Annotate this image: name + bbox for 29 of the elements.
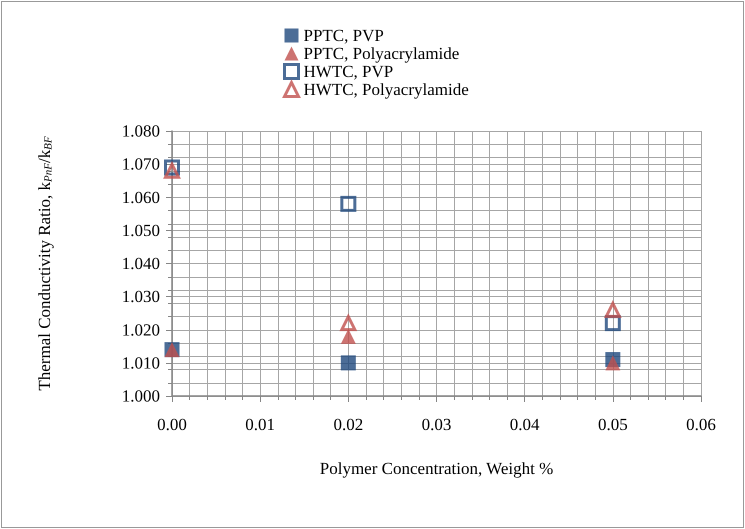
point bbox=[340, 315, 356, 332]
point bbox=[605, 355, 620, 370]
x-tick-label: 0.04 bbox=[510, 415, 540, 434]
y-tick-label: 1.010 bbox=[122, 353, 160, 372]
y-tick-label: 1.080 bbox=[122, 122, 160, 140]
y-tick-label: 1.000 bbox=[122, 386, 160, 406]
x-tick-label: 0.05 bbox=[598, 415, 628, 434]
point bbox=[340, 355, 356, 370]
x-tick-label: 0.01 bbox=[245, 415, 276, 434]
legend-label: HWTC, Polyacrylamide bbox=[304, 80, 469, 99]
x-tick-label: 0.00 bbox=[157, 415, 187, 434]
point bbox=[340, 328, 356, 344]
y-tick-label: 1.060 bbox=[122, 188, 160, 207]
x-tick-label: 0.02 bbox=[333, 415, 364, 434]
legend-label: PPTC, Polyacrylamide bbox=[304, 44, 460, 63]
y-tick-label: 1.070 bbox=[122, 154, 160, 174]
y-axis-title: Thermal Conductivity Ratio, kPnF/kBF bbox=[35, 136, 54, 391]
x-tick-label: 0.03 bbox=[422, 415, 452, 434]
legend-label: HWTC, PVP bbox=[304, 62, 394, 81]
y-tick-label: 1.030 bbox=[122, 287, 160, 306]
x-tick-label: 0.06 bbox=[686, 415, 716, 434]
x-axis-title: Polymer Concentration, Weight % bbox=[320, 459, 554, 478]
y-tick-label: 1.040 bbox=[122, 254, 160, 273]
point bbox=[164, 162, 180, 179]
y-tick-label: 1.020 bbox=[122, 320, 160, 340]
point bbox=[340, 196, 356, 212]
legend-label: PPTC, PVP bbox=[304, 26, 384, 45]
y-tick-label: 1.050 bbox=[122, 220, 160, 240]
point bbox=[604, 302, 621, 318]
